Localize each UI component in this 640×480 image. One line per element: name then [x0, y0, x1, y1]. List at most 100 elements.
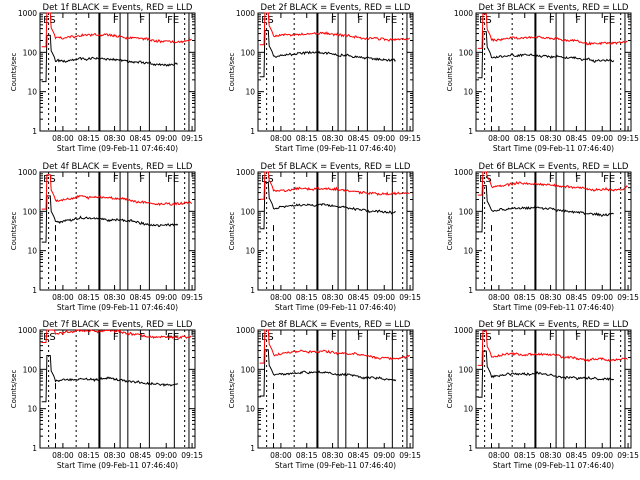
panel-det-1: Det 1f BLACK = Events, RED = LLD 1 10 100 10…: [10, 3, 203, 153]
x-tick-label: 08:00: [52, 134, 74, 143]
panel-det-6: Det 6f BLACK = Events, RED = LLD 1 10 100 10…: [446, 162, 639, 312]
marker-label: F: [575, 332, 581, 343]
marker-label: F: [331, 15, 337, 26]
y-axis-label: Counts/sec: [228, 370, 236, 409]
x-axis-label: Start Time (09-Feb-11 07:46:40): [493, 144, 614, 153]
y-axis-label: Counts/sec: [446, 53, 454, 92]
marker-label: F: [139, 174, 145, 185]
series-events-line: [477, 185, 614, 233]
x-tick-label: 08:45: [130, 451, 152, 460]
plot-frame: [257, 171, 414, 291]
y-tick-label: 1: [32, 127, 37, 136]
x-tick-label: 08:45: [566, 134, 588, 143]
y-tick-label: 100: [459, 48, 474, 57]
y-tick-label: 10: [27, 247, 37, 256]
x-tick-label: 08:15: [514, 451, 536, 460]
x-tick-label: 08:45: [130, 293, 152, 302]
marker-label: ES: [479, 15, 492, 26]
x-tick-label: 08:00: [270, 451, 292, 460]
marker-label: F: [549, 174, 555, 185]
x-tick-label: 08:30: [540, 451, 562, 460]
y-tick-label: 100: [23, 207, 38, 216]
marker-label: ES: [261, 15, 274, 26]
y-axis-label: Counts/sec: [10, 53, 18, 92]
x-tick-label: 09:00: [373, 134, 395, 143]
x-tick-label: 09:00: [155, 451, 177, 460]
x-axis-label: Start Time (09-Feb-11 07:46:40): [57, 303, 178, 312]
x-tick-label: 08:30: [104, 293, 126, 302]
y-tick-label: 1: [468, 127, 473, 136]
panel-title: Det 7f BLACK = Events, RED = LLD: [43, 320, 193, 330]
x-tick-label: 08:00: [52, 293, 74, 302]
x-tick-label: 08:45: [348, 134, 370, 143]
x-tick-label: 08:30: [322, 134, 344, 143]
y-tick-label: 1000: [236, 326, 255, 335]
marker-label: F: [549, 15, 555, 26]
plot-frame: [39, 171, 196, 291]
series-events-line: [259, 349, 397, 397]
x-tick-label: 08:45: [566, 293, 588, 302]
panel-title: Det 5f BLACK = Events, RED = LLD: [261, 162, 411, 172]
panel-title: Det 2f BLACK = Events, RED = LLD: [261, 3, 411, 13]
plot-frame: [39, 329, 196, 449]
x-tick-label: 08:45: [348, 451, 370, 460]
marker-label: ES: [43, 174, 56, 185]
series-events-line: [41, 34, 178, 83]
series-events-line: [41, 195, 179, 243]
marker-label: ES: [261, 174, 274, 185]
series-lld-line: [259, 12, 410, 46]
series-events-line: [41, 355, 179, 403]
y-tick-label: 1000: [18, 326, 37, 335]
x-tick-label: 09:15: [181, 293, 203, 302]
x-tick-label: 08:30: [104, 134, 126, 143]
marker-label: F: [331, 174, 337, 185]
y-tick-label: 10: [27, 88, 37, 97]
y-tick-label: 1000: [454, 9, 473, 18]
x-tick-label: 09:15: [399, 451, 421, 460]
y-tick-label: 10: [27, 405, 37, 414]
y-tick-label: 1000: [454, 326, 473, 335]
panel-title: Det 3f BLACK = Events, RED = LLD: [479, 3, 629, 13]
x-tick-label: 08:45: [130, 134, 152, 143]
y-tick-label: 1: [32, 286, 37, 295]
x-axis-label: Start Time (09-Feb-11 07:46:40): [57, 461, 178, 470]
y-tick-label: 1000: [454, 168, 473, 177]
y-tick-label: 1000: [18, 168, 37, 177]
x-tick-label: 09:15: [181, 134, 203, 143]
x-tick-label: 08:15: [78, 451, 100, 460]
x-tick-label: 08:15: [296, 134, 318, 143]
x-tick-label: 08:45: [348, 293, 370, 302]
panel-title: Det 4f BLACK = Events, RED = LLD: [43, 162, 193, 172]
y-tick-label: 10: [245, 88, 255, 97]
plot-frame: [475, 171, 632, 291]
panel-det-2: Det 2f BLACK = Events, RED = LLD 1 10 100 10…: [228, 3, 421, 153]
y-tick-label: 1: [468, 444, 473, 453]
x-axis-label: Start Time (09-Feb-11 07:46:40): [275, 144, 396, 153]
x-tick-label: 08:15: [78, 293, 100, 302]
y-tick-label: 10: [463, 88, 473, 97]
marker-label: F: [139, 15, 145, 26]
plot-frame: [475, 12, 632, 132]
y-tick-label: 10: [463, 405, 473, 414]
x-tick-label: 09:15: [181, 451, 203, 460]
x-tick-label: 08:00: [488, 134, 510, 143]
series-lld-line: [41, 174, 192, 210]
plot-frame: [39, 12, 196, 132]
y-tick-label: 1000: [236, 168, 255, 177]
y-axis-label: Counts/sec: [10, 212, 18, 251]
plot-frame: [257, 12, 414, 132]
series-lld-line: [41, 12, 192, 48]
marker-label: ES: [43, 332, 56, 343]
y-tick-label: 100: [241, 48, 256, 57]
x-tick-label: 09:00: [591, 293, 613, 302]
x-tick-label: 08:00: [52, 451, 74, 460]
marker-label: F: [113, 174, 119, 185]
panel-det-8: Det 8f BLACK = Events, RED = LLD 1 10 100 10…: [228, 320, 421, 470]
marker-label: FE: [603, 15, 615, 26]
x-tick-label: 08:00: [270, 134, 292, 143]
marker-label: FE: [385, 15, 397, 26]
marker-label: FE: [603, 174, 615, 185]
x-tick-label: 08:00: [488, 451, 510, 460]
series-lld-line: [41, 329, 192, 343]
